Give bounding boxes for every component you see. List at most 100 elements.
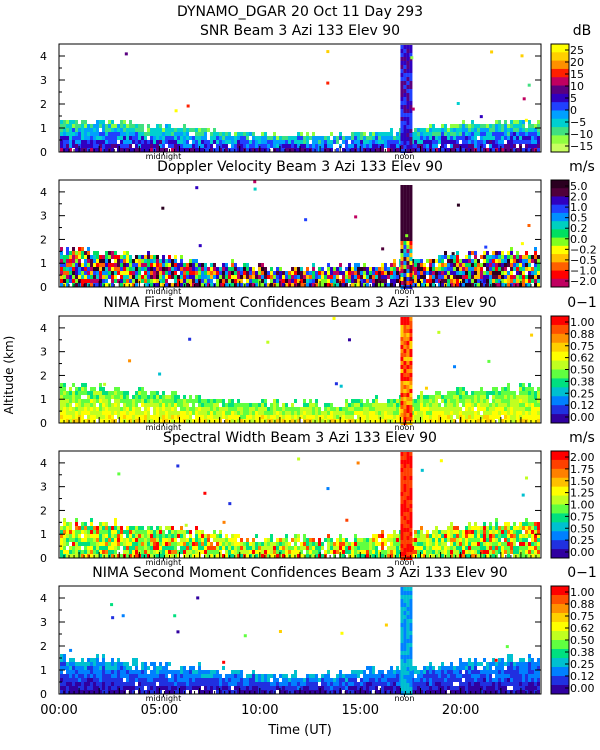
panel-5-marker-noon: noon <box>394 694 414 703</box>
panel-4-colorbar-label: 1.00 <box>570 499 595 512</box>
panel-1-marker-noon: noon <box>394 152 414 161</box>
panel-3-ytick-label: 0 <box>40 417 47 430</box>
panel-3-marker-noon: noon <box>394 423 414 432</box>
panel-2-unit: m/s <box>569 159 595 175</box>
panel-4-ytick-label: 4 <box>40 457 47 470</box>
panel-1-colorbar-swatch <box>551 52 569 62</box>
panel-2-colorbar-label: −2.0 <box>570 275 597 288</box>
panel-2-colorbar-swatch <box>551 254 569 263</box>
panel-1-unit: dB <box>573 23 592 39</box>
panel-1-colorbar-swatch <box>551 77 569 87</box>
panel-2-colorbar-label: 2.0 <box>570 191 588 204</box>
panel-1-colorbar-swatch <box>551 118 569 128</box>
panel-4-colorbar-swatch <box>551 451 569 461</box>
x-tick-label: 05:00 <box>141 703 178 718</box>
panel-2-ytick-label: 3 <box>40 210 47 223</box>
panel-3-colorbar: 1.000.880.750.620.500.380.250.120.00 <box>550 315 595 424</box>
panel-4-colorbar-swatch <box>551 549 569 559</box>
panel-1-colorbar-swatch <box>551 102 569 111</box>
panel-1-colorbar-label: −15 <box>570 140 593 153</box>
panel-4-colorbar-swatch <box>551 522 569 532</box>
panel-4-colorbar: 2.001.751.501.251.000.750.500.250.00 <box>550 450 595 559</box>
panel-1-ytick-label: 1 <box>40 122 47 135</box>
panel-1-colorbar-label: −5 <box>570 116 586 129</box>
figure-title: DYNAMO_DGAR 20 Oct 11 Day 293 <box>177 4 423 20</box>
panel-5-colorbar: 1.000.880.750.620.500.380.250.120.00 <box>550 585 595 695</box>
panel-2-heatmap <box>60 180 540 289</box>
panel-4-colorbar-swatch <box>551 477 569 488</box>
panel-2-colorbar-swatch <box>551 204 569 214</box>
panel-4-colorbar-label: 1.50 <box>570 475 595 488</box>
panel-5-colorbar-label: 0.75 <box>570 610 595 623</box>
panel-2-colorbar-frame <box>550 179 570 288</box>
panel-4-colorbar-label: 2.00 <box>570 451 595 464</box>
panel-1-colorbar-swatch <box>551 44 569 53</box>
panel-3-colorbar-swatch <box>551 324 569 335</box>
panel-1-colorbar-swatch <box>551 85 569 95</box>
panel-3-ytick-label: 3 <box>40 346 47 359</box>
panel-1-colorbar-swatch <box>551 135 569 145</box>
panel-2-colorbar-swatch <box>551 212 569 222</box>
panel-3-colorbar-label: 0.38 <box>570 375 595 388</box>
panel-4-marker-noon: noon <box>394 558 414 567</box>
panel-2-colorbar: 5.02.01.00.50.20.0−0.2−0.5−1.0−2.0 <box>550 179 597 288</box>
panel-2-colorbar-swatch <box>551 270 569 280</box>
heatmap-texture-layer <box>60 45 540 695</box>
panel-4-colorbar-swatch <box>551 513 569 523</box>
panel-5-colorbar-swatch <box>551 586 569 596</box>
panel-5-colorbar-swatch <box>551 685 569 695</box>
panel-5-colorbar-swatch <box>551 676 569 686</box>
panel-4-colorbar-swatch <box>551 540 569 550</box>
panel-2-title: Doppler Velocity Beam 3 Azi 133 Elev 90 <box>157 159 443 175</box>
panel-5-colorbar-label: 0.00 <box>570 682 595 695</box>
panel-4-colorbar-swatch <box>551 459 569 470</box>
panel-5-colorbar-swatch <box>551 613 569 623</box>
panel-1-colorbar-label: 10 <box>570 80 584 93</box>
panel-2-colorbar-label: −0.5 <box>570 254 597 267</box>
panel-1-colorbar-label: 5 <box>570 92 577 105</box>
panel-1-colorbar-label: −10 <box>570 128 593 141</box>
panel-5-colorbar-swatch <box>551 649 569 659</box>
panel-1-colorbar-label: 15 <box>570 68 584 81</box>
panel-4-colorbar-label: 0.50 <box>570 522 595 535</box>
panel-3-colorbar-swatch <box>551 342 569 353</box>
panel-1-colorbar-swatch <box>551 127 569 136</box>
panel-frames <box>58 43 542 697</box>
panel-2-colorbar-swatch <box>551 188 569 197</box>
panel-1-colorbar-swatch <box>551 93 569 103</box>
panel-5-colorbar-swatch <box>551 604 569 614</box>
panel-2-marker-noon: noon <box>394 287 414 296</box>
panel-2-colorbar-swatch <box>551 237 569 247</box>
panel-2-colorbar-label: 0.5 <box>570 212 588 225</box>
panel-3-title: NIMA First Moment Confidences Beam 3 Azi… <box>103 295 496 311</box>
panel-3-colorbar-label: 0.25 <box>570 387 595 400</box>
panel-5-title: NIMA Second Moment Confidences Beam 3 Az… <box>92 565 507 581</box>
panel-5-ytick-label: 2 <box>40 640 47 653</box>
x-axis-label: Time (UT) <box>267 723 332 738</box>
panel-5-colorbar-label: 0.50 <box>570 634 595 647</box>
panel-5-colorbar-swatch <box>551 595 569 605</box>
panel-3-heatmap <box>60 316 540 425</box>
panel-5-colorbar-swatch <box>551 640 569 650</box>
panel-5-colorbar-label: 0.25 <box>570 658 595 671</box>
panel-3-colorbar-swatch <box>551 378 569 388</box>
panel-2-ytick-label: 4 <box>40 186 47 199</box>
panel-3-colorbar-label: 0.75 <box>570 340 595 353</box>
panel-1-colorbar-label: 25 <box>570 44 584 57</box>
panel-2-marker-midnight: midnight <box>146 287 182 296</box>
panel-1-title: SNR Beam 3 Azi 133 Elev 90 <box>200 23 400 39</box>
panel-3-colorbar-swatch <box>551 316 569 326</box>
panel-2-colorbar-swatch <box>551 180 569 189</box>
panel-3-colorbar-swatch <box>551 405 569 415</box>
panel-1-colorbar-swatch <box>551 110 569 120</box>
panel-4-title: Spectral Width Beam 3 Azi 133 Elev 90 <box>163 430 437 446</box>
panel-1-heatmap <box>60 45 540 153</box>
panel-3-colorbar-swatch <box>551 351 569 362</box>
panel-2-colorbar-label: −1.0 <box>570 264 597 277</box>
panel-1-colorbar-label: 0 <box>570 104 577 117</box>
panel-1-colorbar-label: 20 <box>570 56 584 69</box>
panel-4-ytick-label: 3 <box>40 481 47 494</box>
panel-4-ytick-label: 2 <box>40 504 47 517</box>
panel-2-colorbar-swatch <box>551 262 569 272</box>
panel-4-colorbar-label: 1.75 <box>570 463 595 476</box>
